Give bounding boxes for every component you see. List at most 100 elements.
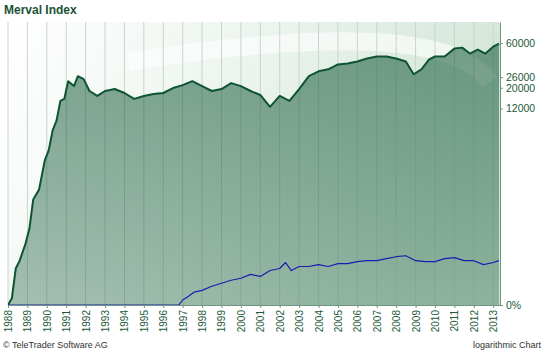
x-tick-mark — [124, 305, 125, 308]
x-tick: 2008 — [391, 305, 402, 332]
x-tick-label: 1999 — [216, 310, 227, 333]
y-axis: 260001200060000200000% — [500, 23, 535, 311]
x-tick-label: 1990 — [42, 310, 53, 333]
x-tick-mark — [377, 305, 378, 308]
x-tick: 1997 — [178, 305, 189, 332]
x-tick: 1996 — [158, 305, 169, 332]
y-axis-line — [500, 23, 501, 306]
y-tick-mark — [500, 77, 503, 78]
y-tick-label: 20000 — [506, 82, 535, 94]
x-tick-mark — [202, 305, 203, 308]
area — [8, 44, 499, 305]
x-tick-mark — [163, 305, 164, 308]
x-tick-mark — [47, 305, 48, 308]
x-tick-label: 2007 — [372, 310, 383, 333]
x-tick: 1993 — [100, 305, 111, 332]
plot-background — [8, 22, 500, 305]
annotation: logarithmic Chart — [473, 340, 542, 350]
chart-svg: 1988 1989 1990 1991 1992 1993 1994 1995 1996 1997… — [0, 0, 544, 353]
x-tick-mark — [416, 305, 417, 308]
x-tick: 2002 — [275, 305, 286, 332]
x-tick-mark — [338, 305, 339, 308]
x-tick: 2013 — [488, 305, 499, 332]
x-tick-label: 1989 — [22, 310, 33, 333]
x-tick-mark — [493, 305, 494, 308]
x-tick-label: 2002 — [275, 310, 286, 333]
x-tick: 2001 — [255, 305, 266, 332]
x-tick-label: 2009 — [411, 310, 422, 333]
x-tick-label: 1995 — [139, 310, 150, 333]
x-axis: 1988 1989 1990 1991 1992 1993 1994 1995 1996 1997… — [3, 305, 501, 332]
x-tick: 1999 — [216, 305, 227, 332]
x-tick-label: 2010 — [430, 310, 441, 333]
y-tick-mark — [500, 88, 503, 89]
x-tick-label: 2005 — [333, 310, 344, 333]
x-tick: 2004 — [314, 305, 325, 332]
x-tick: 2011 — [449, 305, 460, 332]
x-tick-label: 2000 — [236, 310, 247, 333]
y-tick-label: 60000 — [506, 37, 535, 49]
background — [0, 0, 544, 353]
x-tick-mark — [144, 305, 145, 308]
x-tick-label: 2012 — [469, 310, 480, 333]
y-tick: 0% — [500, 299, 521, 311]
line — [8, 256, 499, 305]
x-tick: 2009 — [411, 305, 422, 332]
x-tick-mark — [260, 305, 261, 308]
x-tick-label: 2013 — [488, 310, 499, 333]
x-tick-mark — [280, 305, 281, 308]
x-tick: 1988 — [3, 305, 14, 332]
x-tick-label: 1991 — [61, 310, 72, 333]
x-tick-mark — [221, 305, 222, 308]
x-tick-label: 2001 — [255, 310, 266, 333]
x-tick: 1995 — [139, 305, 150, 332]
x-tick: 2010 — [430, 305, 441, 332]
x-tick: 1998 — [197, 305, 208, 332]
annotation: © TeleTrader Software AG — [3, 340, 108, 350]
grid-line — [8, 22, 9, 305]
x-tick-mark — [319, 305, 320, 308]
x-tick-mark — [435, 305, 436, 308]
x-tick: 1991 — [61, 305, 72, 332]
x-tick: 2007 — [372, 305, 383, 332]
y-tick-label: 0% — [506, 299, 521, 311]
chart-container: 1988 1989 1990 1991 1992 1993 1994 1995 1996 1997… — [0, 0, 544, 353]
x-tick: 1989 — [22, 305, 33, 332]
y-tick: 20000 — [500, 82, 535, 94]
x-tick-label: 1998 — [197, 310, 208, 333]
line — [8, 44, 499, 305]
y-tick-mark — [500, 109, 503, 110]
x-tick-mark — [27, 305, 28, 308]
x-tick: 1994 — [119, 305, 130, 332]
x-tick-mark — [454, 305, 455, 308]
x-tick-mark — [183, 305, 184, 308]
x-tick-mark — [299, 305, 300, 308]
y-tick: 12000 — [500, 102, 535, 114]
x-tick-label: 1988 — [3, 310, 14, 333]
x-tick-label: 2008 — [391, 310, 402, 333]
y-tick-mark — [500, 43, 503, 44]
x-tick-mark — [105, 305, 106, 308]
x-tick-label: 2003 — [294, 310, 305, 333]
y-tick: 60000 — [500, 37, 535, 49]
x-tick: 2012 — [469, 305, 480, 332]
x-tick: 2000 — [236, 305, 247, 332]
x-tick-mark — [357, 305, 358, 308]
x-tick-label: 2004 — [314, 310, 325, 333]
x-tick: 2005 — [333, 305, 344, 332]
x-axis-line — [9, 305, 501, 306]
x-tick-label: 1997 — [178, 310, 189, 333]
x-tick-label: 2006 — [352, 310, 363, 333]
y-tick-mark — [500, 305, 503, 306]
x-tick-label: 2011 — [449, 310, 460, 332]
x-tick-label: 1994 — [119, 310, 130, 333]
x-tick: 2003 — [294, 305, 305, 332]
x-tick-mark — [396, 305, 397, 308]
x-tick-label: 1993 — [100, 310, 111, 333]
x-tick-mark — [86, 305, 87, 308]
title: Merval Index — [4, 3, 77, 17]
x-tick-label: 1996 — [158, 310, 169, 333]
x-tick-label: 1992 — [81, 310, 92, 333]
plot-area — [8, 44, 499, 305]
x-tick-mark — [474, 305, 475, 308]
